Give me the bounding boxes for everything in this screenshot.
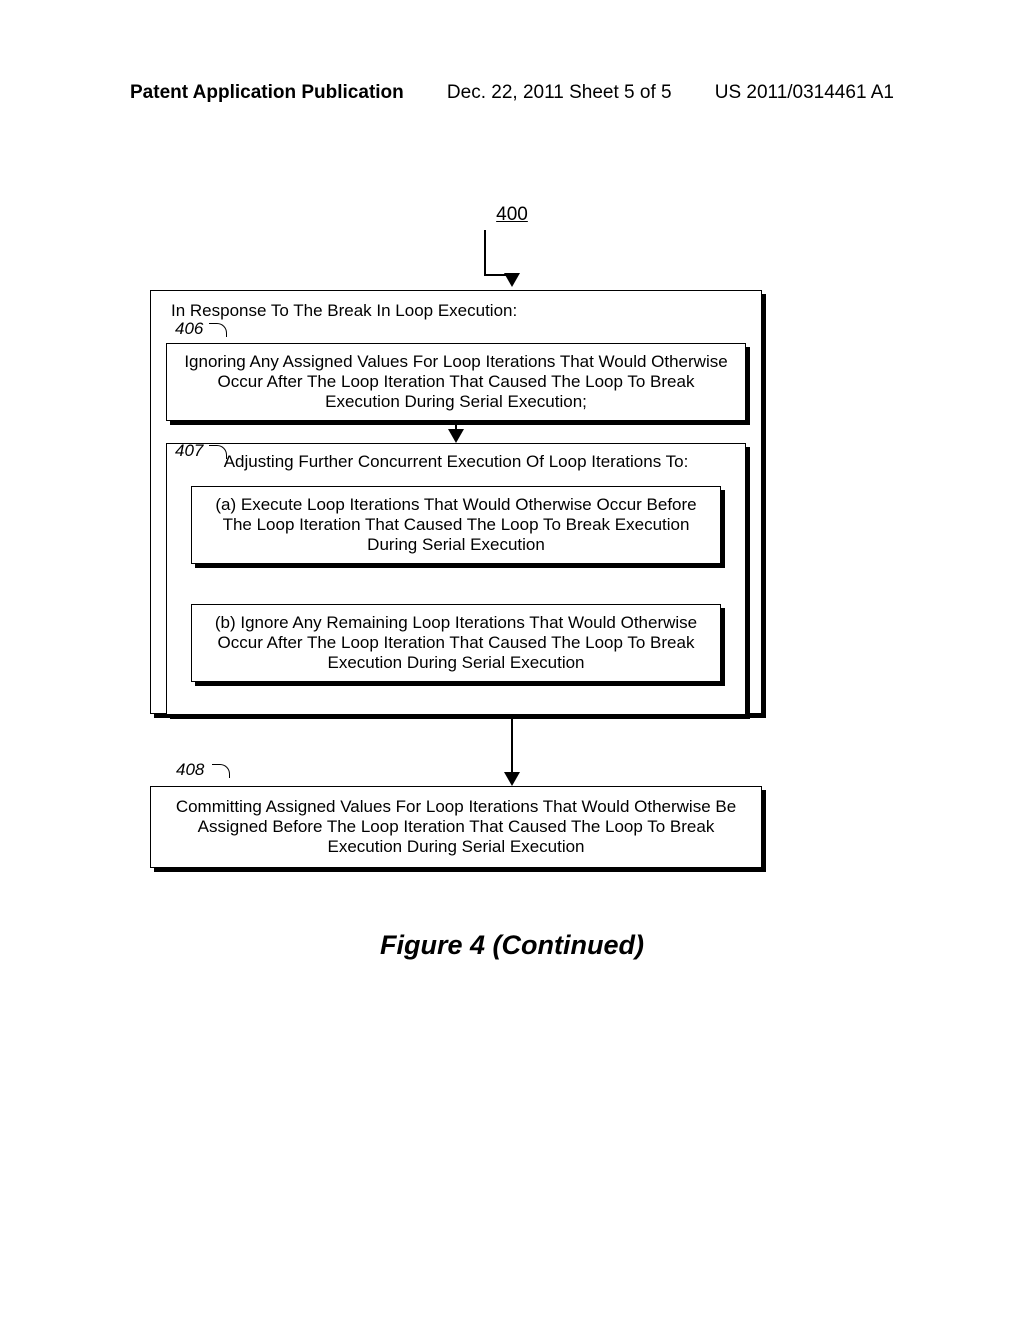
page-header: Patent Application Publication Dec. 22, … — [0, 82, 1024, 104]
arrow-outer-408 — [504, 718, 520, 786]
box-407-b: (b) Ignore Any Remaining Loop Iterations… — [191, 604, 721, 682]
ref-406-hook — [209, 323, 227, 337]
ref-407: 407 — [175, 441, 203, 461]
ref-408-hook — [212, 764, 230, 778]
header-left: Patent Application Publication — [130, 82, 404, 104]
outer-box: In Response To The Break In Loop Executi… — [150, 290, 762, 714]
box-406: Ignoring Any Assigned Values For Loop It… — [166, 343, 746, 421]
arrow-406-407 — [165, 421, 747, 443]
outer-box-title: In Response To The Break In Loop Executi… — [165, 301, 747, 321]
box-407: Adjusting Further Concurrent Execution O… — [166, 443, 746, 715]
box-407-a: (a) Execute Loop Iterations That Would O… — [191, 486, 721, 564]
box-408: Committing Assigned Values For Loop Iter… — [150, 786, 762, 868]
header-center: Dec. 22, 2011 Sheet 5 of 5 — [447, 82, 672, 104]
ref-406: 406 — [175, 319, 203, 339]
figure-number: 400 — [0, 204, 1024, 226]
box-407-title: Adjusting Further Concurrent Execution O… — [181, 452, 731, 472]
ref-408: 408 — [176, 760, 204, 780]
header-right: US 2011/0314461 A1 — [715, 82, 894, 104]
figure-caption: Figure 4 (Continued) — [0, 930, 1024, 961]
